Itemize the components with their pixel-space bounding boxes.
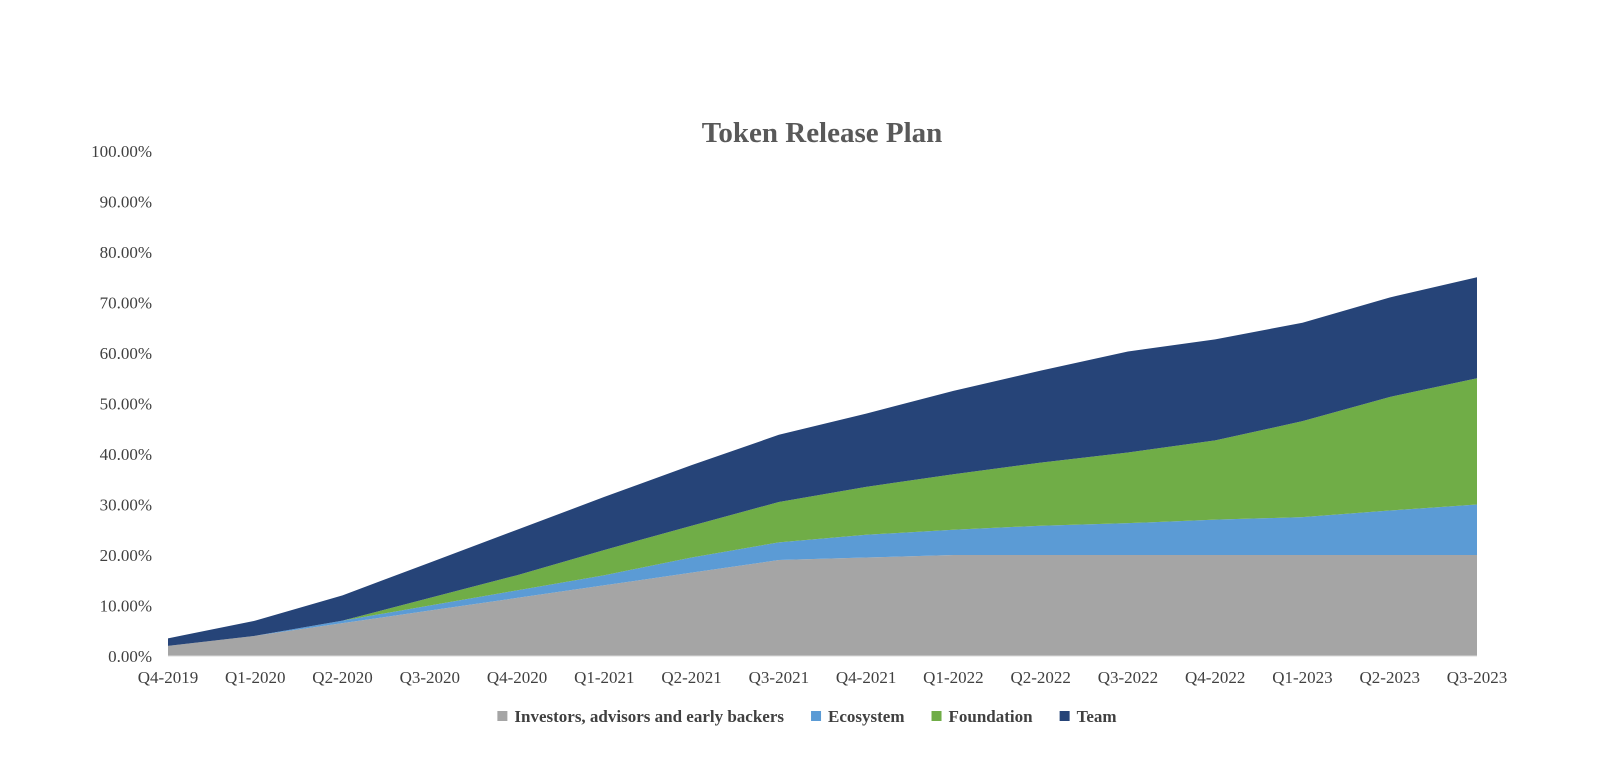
legend-marker: [1059, 711, 1070, 721]
legend-label: Foundation: [949, 707, 1034, 726]
y-tick-label: 80.00%: [100, 243, 152, 262]
x-tick-label: Q4-2019: [138, 668, 198, 687]
legend-label: Investors, advisors and early backers: [514, 707, 784, 726]
x-tick-label: Q2-2023: [1360, 668, 1420, 687]
legend-label: Ecosystem: [828, 707, 904, 726]
x-tick-label: Q1-2022: [923, 668, 983, 687]
y-tick-label: 0.00%: [108, 647, 152, 666]
area-series-1: [168, 504, 1477, 646]
y-tick-label: 30.00%: [100, 496, 152, 515]
chart-title: Token Release Plan: [702, 117, 943, 149]
x-tick-label: Q1-2021: [574, 668, 634, 687]
x-tick-label: Q2-2022: [1010, 668, 1070, 687]
x-tick-label: Q4-2022: [1185, 668, 1245, 687]
x-axis-ticks: Q4-2019 Q1-2020 Q2-2020 Q3-2020 Q4-2020 Q1-20…: [138, 668, 1507, 687]
y-tick-label: 10.00%: [100, 597, 152, 616]
legend-marker: [497, 711, 508, 721]
x-tick-label: Q1-2020: [225, 668, 285, 687]
y-tick-label: 60.00%: [100, 344, 152, 363]
x-tick-label: Q4-2021: [836, 668, 896, 687]
x-tick-label: Q3-2022: [1098, 668, 1158, 687]
y-tick-label: 50.00%: [100, 395, 152, 414]
x-tick-label: Q3-2021: [749, 668, 809, 687]
area-layers: [168, 277, 1477, 656]
y-tick-label: 70.00%: [100, 294, 152, 313]
legend: Investors, advisors and early backers Eco…: [497, 707, 1117, 726]
area-series-0: [168, 555, 1477, 656]
area-series-3: [168, 277, 1477, 646]
y-tick-label: 20.00%: [100, 546, 152, 565]
x-tick-label: Q1-2023: [1272, 668, 1332, 687]
legend-marker: [931, 711, 942, 721]
x-tick-label: Q4-2020: [487, 668, 547, 687]
y-axis-ticks: 0.00% 10.00% 20.00% 30.00% 40.00% 50.00% 60.00…: [91, 142, 152, 666]
x-tick-label: Q3-2020: [400, 668, 460, 687]
x-tick-label: Q3-2023: [1447, 668, 1507, 687]
area-series-2: [168, 378, 1477, 646]
legend-marker: [811, 711, 822, 721]
legend-label: Team: [1077, 707, 1117, 726]
x-tick-label: Q2-2020: [312, 668, 372, 687]
y-tick-label: 90.00%: [100, 193, 152, 212]
y-tick-label: 40.00%: [100, 445, 152, 464]
x-tick-label: Q2-2021: [661, 668, 721, 687]
y-tick-label: 100.00%: [91, 142, 152, 161]
